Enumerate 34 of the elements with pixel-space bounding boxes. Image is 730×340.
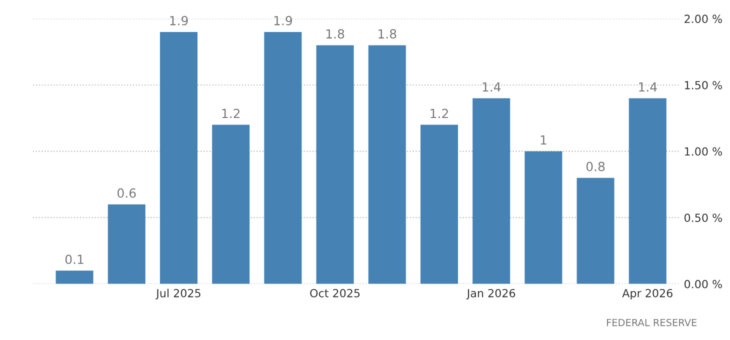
- data-label: 1.8: [326, 29, 344, 39]
- y-tick-label: 0.00 %: [684, 280, 722, 288]
- data-label: 1.9: [170, 16, 188, 26]
- bar: [576, 178, 614, 284]
- data-label: 1.4: [639, 82, 657, 92]
- text: FEDERAL RESERVE: [606, 318, 697, 326]
- data-label: 0.1: [65, 254, 84, 264]
- data-label: 1.9: [274, 16, 292, 26]
- bar: [316, 45, 354, 284]
- data-label: 0.6: [118, 188, 136, 198]
- x-tick-label: Jan 2026: [466, 288, 516, 300]
- data-label: 1.4: [482, 82, 501, 92]
- bar: [264, 32, 302, 284]
- bar: [472, 98, 510, 284]
- bar: [368, 45, 406, 284]
- y-tick-label: 1.00 %: [684, 147, 722, 156]
- data-label: 1.8: [378, 29, 396, 39]
- bar: [212, 124, 250, 284]
- bar: [628, 98, 666, 284]
- bar: [108, 204, 146, 284]
- data-label: 1.2: [222, 108, 240, 118]
- data-label: 0.8: [586, 162, 605, 172]
- y-tick-label: 1.50 %: [684, 80, 722, 90]
- y-tick-label: 2.00 %: [684, 14, 722, 24]
- y-tick-label: 0.50 %: [684, 214, 722, 222]
- bar: [524, 151, 562, 284]
- x-tick-label: Oct 2025: [310, 288, 360, 298]
- x-tick-label: Apr 2026: [622, 288, 672, 300]
- bar: [420, 124, 458, 284]
- data-label: 1: [540, 135, 546, 145]
- data-label: 1.2: [430, 108, 448, 118]
- bar: [160, 32, 198, 284]
- x-tick-label: Jul 2025: [156, 288, 200, 300]
- bar: [56, 270, 94, 284]
